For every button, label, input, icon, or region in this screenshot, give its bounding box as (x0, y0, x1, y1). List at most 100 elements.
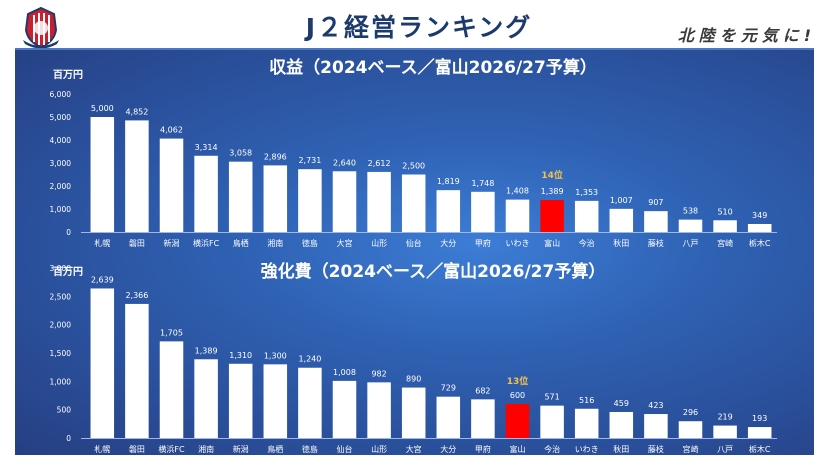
reinforcement-value-label: 1,310 (229, 351, 252, 360)
reinforcement-value-label: 982 (371, 369, 386, 378)
reinforcement-y-tick-label: 2,000 (50, 321, 72, 330)
revenue-value-label: 3,058 (229, 149, 252, 158)
reinforcement-bar (678, 421, 703, 438)
revenue-y-tick-label: 2,000 (50, 182, 72, 191)
reinforcement-bar (194, 359, 218, 438)
revenue-category-label: 湘南 (267, 238, 283, 248)
reinforcement-category-label: 藤枝 (648, 444, 664, 454)
reinforcement-value-label: 2,366 (125, 291, 148, 300)
reinforcement-value-label: 219 (717, 413, 732, 422)
revenue-category-label: 今治 (579, 238, 595, 248)
revenue-category-label: 甲府 (475, 238, 491, 248)
revenue-bar (194, 155, 218, 232)
reinforcement-value-label: 571 (544, 393, 559, 402)
reinforcement-value-label: 729 (441, 384, 456, 393)
revenue-value-label: 1,353 (575, 188, 598, 197)
reinforcement-category-label: 新潟 (233, 444, 249, 454)
revenue-bar (436, 190, 461, 232)
revenue-bar (263, 165, 288, 232)
revenue-category-label: いわき (506, 239, 530, 248)
reinforcement-y-tick-label: 0 (66, 434, 71, 443)
reinforcement-y-tick-label: 500 (57, 406, 72, 415)
reinforcement-bar (609, 411, 634, 438)
reinforcement-category-label: 鳥栖 (267, 444, 283, 454)
revenue-value-label: 4,062 (160, 126, 183, 135)
revenue-bar (574, 200, 599, 232)
reinforcement-value-label: 890 (406, 375, 421, 384)
reinforcement-chart: 強化費（2024ベース／富山2026/27予算） 百万円 0 500 1,000 1,… (50, 261, 777, 454)
revenue-category-label: 栃木C (749, 238, 771, 248)
reinforcement-category-label: 仙台 (337, 444, 353, 454)
reinforcement-category-label: 札幌 (94, 444, 110, 454)
revenue-y-tick-label: 3,000 (50, 159, 72, 168)
reinforcement-value-label: 423 (648, 401, 663, 410)
reinforcement-y-unit: 百万円 (53, 266, 83, 278)
revenue-y-tick-label: 0 (66, 228, 71, 237)
revenue-value-label: 2,640 (333, 158, 356, 167)
reinforcement-category-label: 横浜FC (158, 444, 185, 454)
reinforcement-bar (540, 405, 564, 438)
reinforcement-value-label: 2,639 (91, 275, 114, 284)
reinforcement-value-label: 296 (683, 408, 698, 417)
reinforcement-bar-highlight (505, 404, 530, 438)
revenue-category-label: 富山 (544, 238, 560, 248)
reinforcement-rank-annotation: 13位 (507, 375, 529, 387)
revenue-value-label: 1,819 (437, 177, 460, 186)
reinforcement-category-label: いわき (575, 445, 599, 454)
revenue-category-label: 大分 (440, 238, 456, 248)
reinforcement-bar (228, 363, 253, 438)
club-crest-icon (20, 6, 62, 50)
revenue-value-label: 2,500 (402, 162, 425, 171)
revenue-value-label: 3,314 (195, 143, 218, 152)
revenue-y-unit: 百万円 (53, 69, 83, 81)
revenue-bar (332, 171, 357, 232)
reinforcement-bar (713, 425, 737, 438)
revenue-chart-title: 収益（2024ベース／富山2026/27予算） (269, 57, 597, 78)
reinforcement-category-label: 栃木C (749, 444, 771, 454)
reinforcement-value-label: 1,389 (195, 346, 218, 355)
revenue-y-tick-label: 6,000 (50, 90, 72, 99)
revenue-value-label: 907 (648, 198, 663, 207)
revenue-category-label: 秋田 (613, 238, 629, 248)
reinforcement-bar (90, 288, 115, 438)
reinforcement-value-label: 1,008 (333, 368, 356, 377)
reinforcement-chart-title: 強化費（2024ベース／富山2026/27予算） (261, 261, 606, 282)
reinforcement-bar (298, 367, 322, 438)
revenue-value-label: 5,000 (91, 104, 114, 113)
revenue-bar (644, 211, 668, 232)
revenue-bar (713, 220, 737, 232)
revenue-category-label: 八戸 (683, 239, 699, 248)
revenue-category-label: 新潟 (164, 238, 180, 248)
revenue-value-label: 1,389 (541, 187, 564, 196)
revenue-value-label: 2,731 (298, 156, 321, 165)
revenue-value-label: 1,748 (471, 179, 494, 188)
reinforcement-value-label: 600 (510, 391, 525, 400)
reinforcement-bar (436, 396, 461, 438)
revenue-y-tick-label: 5,000 (50, 113, 72, 122)
reinforcement-bar (401, 387, 426, 438)
revenue-bar (678, 219, 703, 232)
reinforcement-category-label: 宮崎 (683, 444, 699, 454)
reinforcement-category-label: 湘南 (198, 444, 214, 454)
revenue-category-label: 山形 (371, 238, 387, 248)
revenue-value-label: 349 (752, 211, 767, 220)
reinforcement-category-label: 今治 (544, 444, 560, 454)
revenue-bar (367, 171, 391, 232)
reinforcement-bar (125, 303, 149, 438)
reinforcement-y-tick-label: 2,500 (50, 292, 72, 301)
reinforcement-y-tick-label: 1,500 (50, 349, 72, 358)
revenue-y-tick-label: 1,000 (50, 205, 72, 214)
revenue-category-label: 大宮 (337, 238, 353, 248)
revenue-category-label: 鳥栖 (233, 238, 249, 248)
reinforcement-value-label: 459 (614, 399, 629, 408)
revenue-bar (401, 174, 426, 232)
revenue-value-label: 4,852 (125, 107, 148, 116)
page-title: J２経営ランキング (305, 13, 533, 42)
revenue-bar-highlight (540, 200, 564, 232)
reinforcement-category-label: 徳島 (302, 444, 318, 454)
revenue-bar (159, 138, 184, 232)
revenue-bar (747, 223, 772, 232)
revenue-value-label: 1,007 (610, 196, 633, 205)
revenue-category-label: 磐田 (129, 238, 145, 248)
reinforcement-bar (644, 414, 668, 438)
